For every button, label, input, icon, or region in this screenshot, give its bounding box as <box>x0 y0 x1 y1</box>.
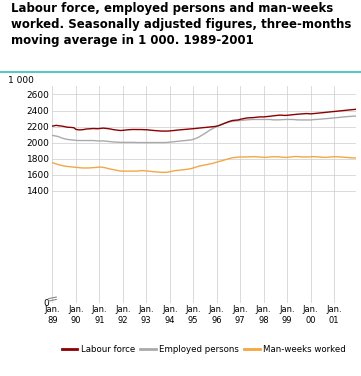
Legend: Labour force, Employed persons, Man-weeks worked: Labour force, Employed persons, Man-week… <box>58 341 349 358</box>
Text: 1 000: 1 000 <box>8 76 34 85</box>
Text: Labour force, employed persons and man-weeks
worked. Seasonally adjusted figures: Labour force, employed persons and man-w… <box>11 2 351 47</box>
